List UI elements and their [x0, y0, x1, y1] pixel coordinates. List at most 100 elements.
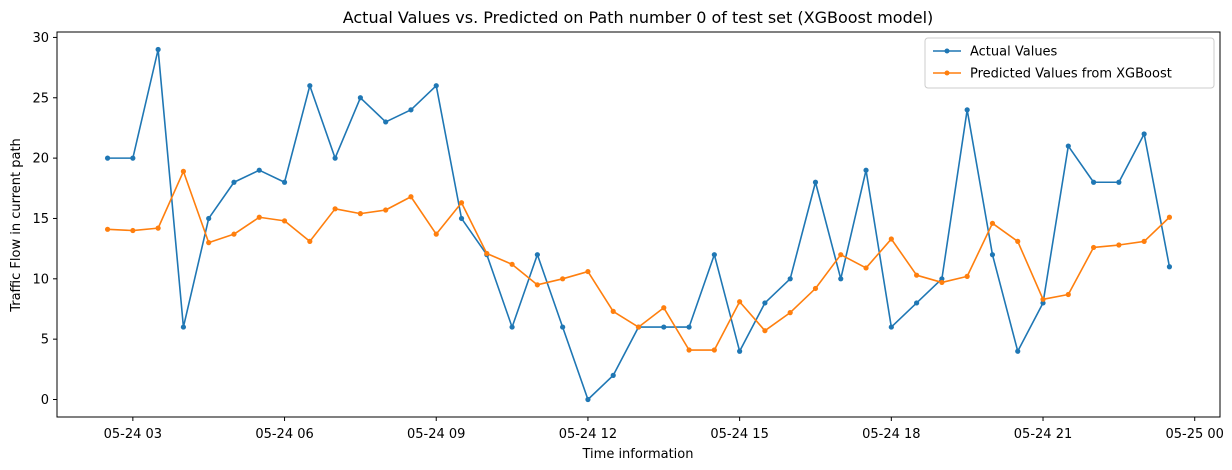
data-point-0 [737, 348, 743, 354]
data-point-1 [357, 211, 363, 217]
data-point-0 [509, 324, 515, 330]
data-point-0 [1015, 348, 1021, 354]
x-tick-label: 05-24 18 [862, 427, 920, 442]
data-point-1 [686, 347, 692, 353]
data-point-1 [1090, 244, 1097, 251]
data-point-1 [206, 240, 212, 246]
data-point-1 [458, 200, 465, 206]
data-point-0 [1040, 300, 1046, 306]
data-point-1 [484, 250, 490, 257]
data-point-0 [534, 252, 540, 258]
data-point-0 [357, 95, 363, 101]
data-point-0 [180, 324, 187, 330]
data-point-0 [585, 396, 591, 403]
legend-label-actual: Actual Values [970, 45, 1058, 60]
data-point-1 [737, 299, 743, 305]
data-point-0 [155, 46, 161, 53]
data-point-1 [635, 324, 642, 330]
data-point-0 [838, 276, 844, 282]
data-point-1 [863, 265, 869, 271]
series-line-0 [107, 48, 1171, 401]
x-tick-label: 05-24 15 [710, 427, 768, 442]
data-point-0 [610, 372, 616, 378]
y-tick-label: 20 [32, 152, 49, 167]
data-point-1 [231, 231, 237, 237]
data-point-1 [914, 272, 920, 278]
y-tick-label: 15 [32, 212, 49, 227]
data-point-1 [762, 328, 768, 334]
data-point-1 [332, 206, 338, 212]
data-point-1 [585, 268, 591, 275]
data-point-1 [711, 347, 717, 353]
data-point-1 [408, 194, 414, 200]
data-point-1 [989, 220, 996, 226]
data-point-1 [787, 310, 793, 316]
data-point-0 [104, 155, 111, 161]
data-point-0 [787, 276, 793, 282]
legend-marker-actual [944, 48, 950, 54]
data-point-0 [383, 119, 389, 125]
y-axis: 0 5 10 15 20 25 30 [32, 31, 57, 408]
data-point-0 [1065, 143, 1071, 149]
data-point-1 [281, 218, 288, 224]
data-point-1 [509, 261, 515, 267]
data-point-1 [534, 282, 540, 288]
data-point-1 [661, 305, 667, 311]
data-point-0 [686, 324, 692, 330]
y-tick-label: 10 [32, 272, 49, 287]
data-point-0 [1116, 179, 1122, 185]
data-point-1 [939, 279, 945, 286]
data-point-0 [812, 179, 819, 185]
legend-label-predicted: Predicted Values from XGBoost [970, 67, 1172, 82]
data-point-0 [433, 83, 439, 89]
data-point-0 [130, 155, 136, 161]
data-point-1 [155, 225, 161, 231]
x-tick-label: 05-24 21 [1014, 427, 1072, 442]
data-point-1 [307, 238, 313, 244]
y-tick-label: 5 [41, 333, 49, 348]
data-point-0 [332, 155, 338, 161]
data-point-1 [180, 168, 187, 174]
data-point-0 [863, 167, 869, 173]
data-point-1 [888, 236, 894, 242]
data-point-1 [1065, 291, 1071, 298]
x-axis-label: Time information [582, 447, 694, 462]
data-point-0 [888, 324, 894, 330]
data-point-1 [104, 226, 111, 232]
data-point-0 [206, 215, 212, 222]
x-tick-label: 05-24 03 [104, 427, 162, 442]
data-point-0 [661, 324, 667, 330]
x-tick-label: 05-24 06 [255, 427, 313, 442]
y-axis-label: Traffic Flow in current path [9, 138, 24, 313]
data-point-1 [964, 273, 970, 279]
x-tick-label: 05-25 00 [1165, 427, 1223, 442]
legend-marker-predicted [944, 70, 950, 76]
legend: Actual Values Predicted Values from XGBo… [924, 37, 1215, 89]
data-point-0 [964, 107, 970, 113]
data-point-0 [458, 215, 465, 222]
data-point-0 [281, 179, 288, 185]
data-point-1 [383, 207, 389, 213]
data-point-0 [1166, 264, 1173, 270]
data-point-1 [256, 214, 262, 220]
data-point-0 [408, 107, 414, 113]
data-point-0 [762, 300, 768, 306]
data-point-0 [939, 276, 945, 282]
data-point-1 [433, 231, 439, 237]
y-tick-label: 0 [41, 393, 49, 408]
data-point-0 [256, 167, 262, 173]
data-point-1 [1116, 242, 1122, 248]
data-point-0 [1141, 131, 1147, 137]
series-layer [104, 46, 1173, 403]
data-point-1 [1141, 238, 1147, 244]
data-point-0 [1090, 179, 1097, 185]
data-point-0 [989, 252, 996, 258]
x-axis: 05-24 03 05-24 06 05-24 09 05-24 12 05-24 15… [104, 417, 1224, 442]
data-point-1 [812, 285, 819, 292]
x-tick-label: 05-24 09 [407, 427, 465, 442]
data-point-0 [560, 324, 566, 330]
data-point-1 [560, 276, 566, 282]
plot-area [56, 31, 1221, 418]
x-tick-label: 05-24 12 [559, 427, 617, 442]
chart-title: Actual Values vs. Predicted on Path numb… [343, 8, 934, 27]
